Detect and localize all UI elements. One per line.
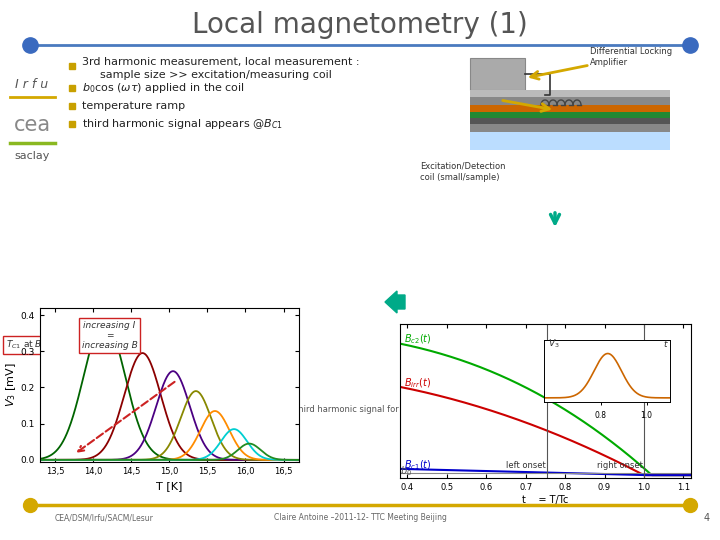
Text: $V_3$: $V_3$	[548, 338, 560, 350]
Bar	[69, 121, 75, 127]
FancyArrow shape	[385, 291, 405, 313]
Text: Differential Locking
Amplifier: Differential Locking Amplifier	[590, 46, 672, 68]
Text: increasing I
=
increasing B: increasing I = increasing B	[81, 321, 138, 350]
Text: temperature ramp: temperature ramp	[82, 101, 185, 111]
Text: Excitation/Detection
coil (small/sample): Excitation/Detection coil (small/sample)	[420, 161, 505, 183]
Bar	[470, 105, 670, 112]
Text: CEA/DSM/Irfu/SACM/Lesur: CEA/DSM/Irfu/SACM/Lesur	[55, 514, 154, 523]
Text: Claire Antoine –2011-12- TTC Meeting Beijing: Claire Antoine –2011-12- TTC Meeting Bei…	[274, 514, 446, 523]
Bar	[470, 118, 670, 124]
Text: $B_{irr}(t)$: $B_{irr}(t)$	[403, 376, 431, 389]
Text: I r f u: I r f u	[15, 78, 48, 91]
Text: $b_0$cos ($\omega\tau$) applied in the coil: $b_0$cos ($\omega\tau$) applied in the c…	[82, 81, 245, 95]
Text: 3rd harmonic measurement, local measurement :: 3rd harmonic measurement, local measurem…	[82, 57, 359, 67]
Bar	[470, 132, 670, 150]
Bar	[69, 63, 75, 69]
Text: Local magnetometry (1): Local magnetometry (1)	[192, 11, 528, 39]
Text: $T_{C1}$ at $B_1$: $T_{C1}$ at $B_1$	[6, 339, 46, 351]
Text: $B_{c2}(t)$: $B_{c2}(t)$	[403, 333, 431, 346]
Text: $b_0$: $b_0$	[400, 464, 412, 478]
Text: Sample SL : third harmonic signal for various b0: Sample SL : third harmonic signal for va…	[243, 406, 446, 415]
Text: cea: cea	[14, 115, 50, 135]
Bar	[69, 103, 75, 109]
Text: third harmonic signal appears @$B_{C1}$: third harmonic signal appears @$B_{C1}$	[82, 117, 283, 131]
Bar	[470, 58, 525, 90]
X-axis label: t    = T/Tc: t = T/Tc	[522, 495, 569, 504]
Bar	[470, 112, 670, 118]
Text: right onset: right onset	[597, 461, 642, 470]
Bar	[470, 124, 670, 132]
X-axis label: T [K]: T [K]	[156, 481, 182, 491]
Bar	[69, 85, 75, 91]
Text: 4: 4	[704, 513, 710, 523]
Bar	[470, 97, 670, 105]
Y-axis label: $V_3$ [mV]: $V_3$ [mV]	[4, 362, 17, 407]
Text: left onset: left onset	[506, 461, 546, 470]
Text: $t$: $t$	[662, 338, 669, 349]
Text: $B_{c1}(t)$: $B_{c1}(t)$	[403, 458, 431, 472]
Bar	[470, 90, 670, 97]
Text: sample size >> excitation/measuring coil: sample size >> excitation/measuring coil	[100, 70, 332, 80]
Text: saclay: saclay	[14, 151, 50, 161]
